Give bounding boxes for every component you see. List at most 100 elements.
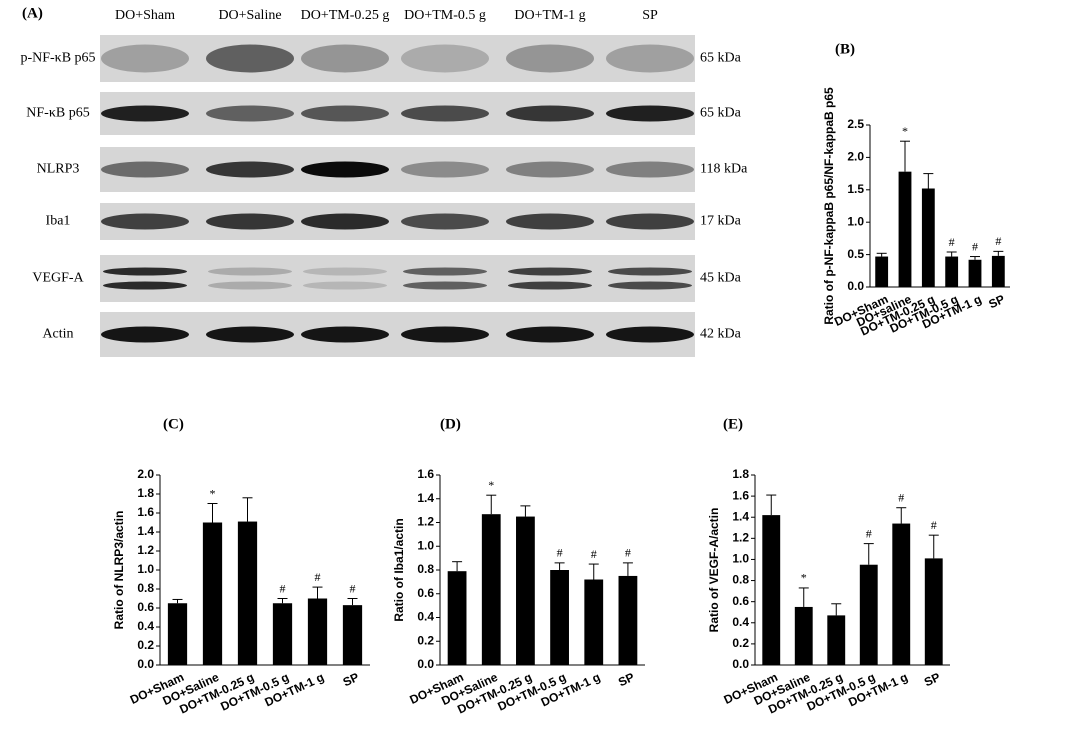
blot-band xyxy=(403,267,487,276)
blot-strip xyxy=(100,312,695,357)
y-tick-label: 1.8 xyxy=(137,486,154,500)
blot-band xyxy=(206,105,294,122)
blot-band xyxy=(206,326,294,343)
protein-label: NF-κB p65 xyxy=(26,106,89,121)
blot-band xyxy=(606,213,694,230)
bar xyxy=(447,571,467,665)
blot-band xyxy=(101,161,189,178)
bar xyxy=(167,603,188,665)
blot-band xyxy=(508,281,592,290)
significance-mark: # xyxy=(972,239,978,253)
y-tick-label: 1.0 xyxy=(732,552,749,566)
y-tick-label: 2.5 xyxy=(847,117,864,131)
y-tick-label: 1.2 xyxy=(417,515,434,529)
lane-label: SP xyxy=(642,8,658,23)
y-tick-label: 1.0 xyxy=(417,538,434,552)
blot-band xyxy=(401,213,489,230)
significance-mark: # xyxy=(866,526,872,540)
y-tick-label: 1.0 xyxy=(847,214,864,228)
significance-mark: # xyxy=(995,234,1001,248)
blot-strip xyxy=(100,255,695,302)
protein-label: NLRP3 xyxy=(37,162,80,177)
blot-band xyxy=(101,326,189,343)
significance-mark: # xyxy=(280,581,286,595)
y-axis-label: Ratio of Iba1/actin xyxy=(392,518,406,621)
panel-label: (A) xyxy=(22,5,43,21)
y-tick-label: 0.4 xyxy=(732,615,749,629)
blot-band xyxy=(606,105,694,122)
bar xyxy=(516,516,535,665)
protein-size: 17 kDa xyxy=(700,214,742,229)
y-tick-label: 0.5 xyxy=(847,247,864,261)
y-tick-label: 0.6 xyxy=(417,586,434,600)
y-tick-label: 0.0 xyxy=(732,657,749,671)
bar xyxy=(794,606,813,665)
y-tick-label: 1.4 xyxy=(137,524,154,538)
blot-band xyxy=(401,105,489,122)
chart-title: (E) xyxy=(723,416,743,432)
y-tick-label: 0.4 xyxy=(417,610,434,624)
y-tick-label: 0.8 xyxy=(732,573,749,587)
protein-label: p-NF-κB p65 xyxy=(20,51,95,66)
blot-band xyxy=(606,326,694,343)
y-tick-label: 0.4 xyxy=(137,619,154,633)
blot-band xyxy=(401,44,489,73)
y-tick-label: 1.6 xyxy=(417,467,434,481)
significance-mark: # xyxy=(350,581,356,595)
chart-title: (D) xyxy=(440,416,461,432)
blot-band xyxy=(206,44,294,73)
y-tick-label: 1.6 xyxy=(137,505,154,519)
bar xyxy=(481,514,501,665)
significance-mark: # xyxy=(315,570,321,584)
blot-band xyxy=(403,281,487,290)
bar xyxy=(307,598,328,665)
y-axis-label: Ratio of VEGF-A/actin xyxy=(707,508,721,633)
protein-size: 65 kDa xyxy=(700,106,742,121)
bar xyxy=(875,256,889,287)
bar xyxy=(892,523,911,665)
significance-mark: * xyxy=(801,571,807,585)
bar xyxy=(618,575,638,665)
y-tick-label: 1.4 xyxy=(732,509,749,523)
x-tick-label: SP xyxy=(987,292,1007,311)
y-tick-label: 1.6 xyxy=(732,488,749,502)
blot-band xyxy=(506,326,594,343)
lane-label: DO+Saline xyxy=(218,8,281,23)
blot-band xyxy=(301,326,389,343)
y-tick-label: 0.2 xyxy=(137,638,154,652)
y-tick-label: 1.2 xyxy=(732,531,749,545)
bar xyxy=(898,171,912,287)
lane-label: DO+Sham xyxy=(115,8,175,23)
blot-band xyxy=(301,161,389,178)
significance-mark: # xyxy=(898,490,904,504)
blot-band xyxy=(506,161,594,178)
blot-band xyxy=(506,44,594,73)
blot-band xyxy=(608,267,692,276)
bar xyxy=(762,515,781,665)
y-tick-label: 1.5 xyxy=(847,182,864,196)
significance-mark: * xyxy=(210,486,216,500)
blot-band xyxy=(206,161,294,178)
y-tick-label: 0.0 xyxy=(847,279,864,293)
y-tick-label: 0.2 xyxy=(417,633,434,647)
x-tick-label: SP xyxy=(616,670,636,689)
y-tick-label: 2.0 xyxy=(137,467,154,481)
blot-strip xyxy=(100,92,695,135)
blot-band xyxy=(506,213,594,230)
protein-size: 42 kDa xyxy=(700,327,742,342)
y-tick-label: 0.6 xyxy=(732,594,749,608)
blot-band xyxy=(401,161,489,178)
y-axis-label: Ratio of p-NF-kappaB p65/NF-kappaB p65 xyxy=(822,87,836,325)
blot-band xyxy=(208,267,292,276)
protein-size: 45 kDa xyxy=(700,271,742,286)
bar xyxy=(237,521,258,665)
chart-title: (B) xyxy=(835,41,855,57)
protein-label: Iba1 xyxy=(46,214,71,229)
blot-band xyxy=(401,326,489,343)
chart-title: (C) xyxy=(163,416,184,432)
significance-mark: * xyxy=(488,478,494,492)
bar xyxy=(921,188,935,287)
significance-mark: * xyxy=(902,124,908,138)
blot-band xyxy=(608,281,692,290)
